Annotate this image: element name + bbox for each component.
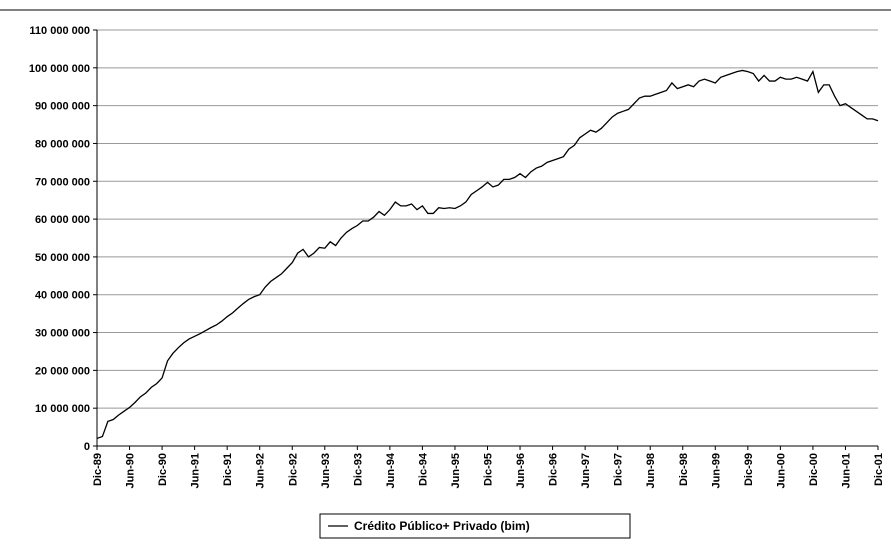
x-tick-label: Jun-95 bbox=[450, 453, 462, 488]
y-tick-label: 80 000 000 bbox=[35, 138, 90, 150]
x-tick-label: Jun-97 bbox=[580, 453, 592, 488]
y-tick-label: 20 000 000 bbox=[35, 365, 90, 377]
y-tick-label: 10 000 000 bbox=[35, 403, 90, 415]
x-tick-label: Dic-01 bbox=[873, 453, 885, 486]
x-tick-label: Dic-93 bbox=[352, 453, 364, 486]
x-tick-label: Jun-90 bbox=[125, 453, 137, 488]
x-tick-label: Dic-90 bbox=[157, 453, 169, 486]
y-tick-label: 100 000 000 bbox=[29, 63, 90, 75]
x-tick-label: Dic-97 bbox=[613, 453, 625, 486]
x-tick-label: Dic-94 bbox=[417, 452, 429, 486]
y-tick-label: 50 000 000 bbox=[35, 252, 90, 264]
x-tick-label: Dic-96 bbox=[548, 453, 560, 486]
legend-label: Crédito Público+ Privado (bim) bbox=[354, 519, 530, 533]
y-tick-label: 110 000 000 bbox=[29, 25, 90, 37]
x-tick-label: Jun-92 bbox=[255, 453, 267, 488]
x-tick-label: Dic-95 bbox=[483, 453, 495, 486]
x-tick-label: Jun-99 bbox=[710, 453, 722, 488]
x-tick-label: Jun-94 bbox=[385, 452, 397, 488]
x-tick-label: Jun-00 bbox=[775, 453, 787, 488]
y-tick-label: 30 000 000 bbox=[35, 328, 90, 340]
x-tick-label: Jun-01 bbox=[840, 453, 852, 488]
x-tick-label: Dic-92 bbox=[287, 453, 299, 486]
x-tick-label: Jun-98 bbox=[645, 453, 657, 488]
y-tick-label: 70 000 000 bbox=[35, 176, 90, 188]
y-tick-label: 0 bbox=[84, 441, 90, 453]
x-tick-label: Dic-89 bbox=[92, 453, 104, 486]
x-tick-label: Dic-91 bbox=[222, 453, 234, 486]
y-tick-label: 60 000 000 bbox=[35, 214, 90, 226]
y-tick-label: 40 000 000 bbox=[35, 290, 90, 302]
x-tick-label: Jun-93 bbox=[320, 453, 332, 488]
y-tick-label: 90 000 000 bbox=[35, 101, 90, 113]
legend-box bbox=[319, 513, 631, 539]
x-tick-label: Dic-00 bbox=[808, 453, 820, 486]
x-tick-label: Jun-96 bbox=[515, 453, 527, 488]
x-tick-label: Dic-98 bbox=[678, 453, 690, 486]
x-tick-label: Jun-91 bbox=[190, 453, 202, 488]
x-tick-label: Dic-99 bbox=[743, 453, 755, 486]
line-series bbox=[96, 69, 879, 440]
